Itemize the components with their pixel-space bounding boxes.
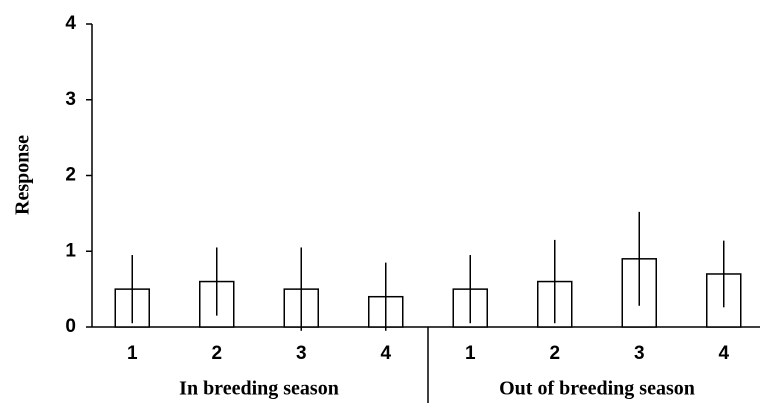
y-tick-label: 1 [65, 240, 76, 261]
x-tick-label: 4 [380, 343, 391, 364]
group-label: Out of breeding season [499, 378, 695, 400]
x-tick-label: 2 [549, 343, 560, 364]
y-tick-label: 4 [65, 13, 76, 34]
x-tick-label: 4 [718, 343, 729, 364]
x-tick-label: 3 [296, 343, 307, 364]
x-tick-label: 2 [211, 343, 222, 364]
y-tick-label: 0 [65, 316, 76, 337]
y-tick-label: 3 [65, 89, 76, 110]
y-tick-label: 2 [65, 165, 76, 186]
x-tick-label: 1 [465, 343, 476, 364]
x-tick-label: 3 [634, 343, 645, 364]
group-label: In breeding season [179, 378, 339, 400]
y-axis-title: Response [12, 135, 34, 215]
x-tick-label: 1 [127, 343, 138, 364]
